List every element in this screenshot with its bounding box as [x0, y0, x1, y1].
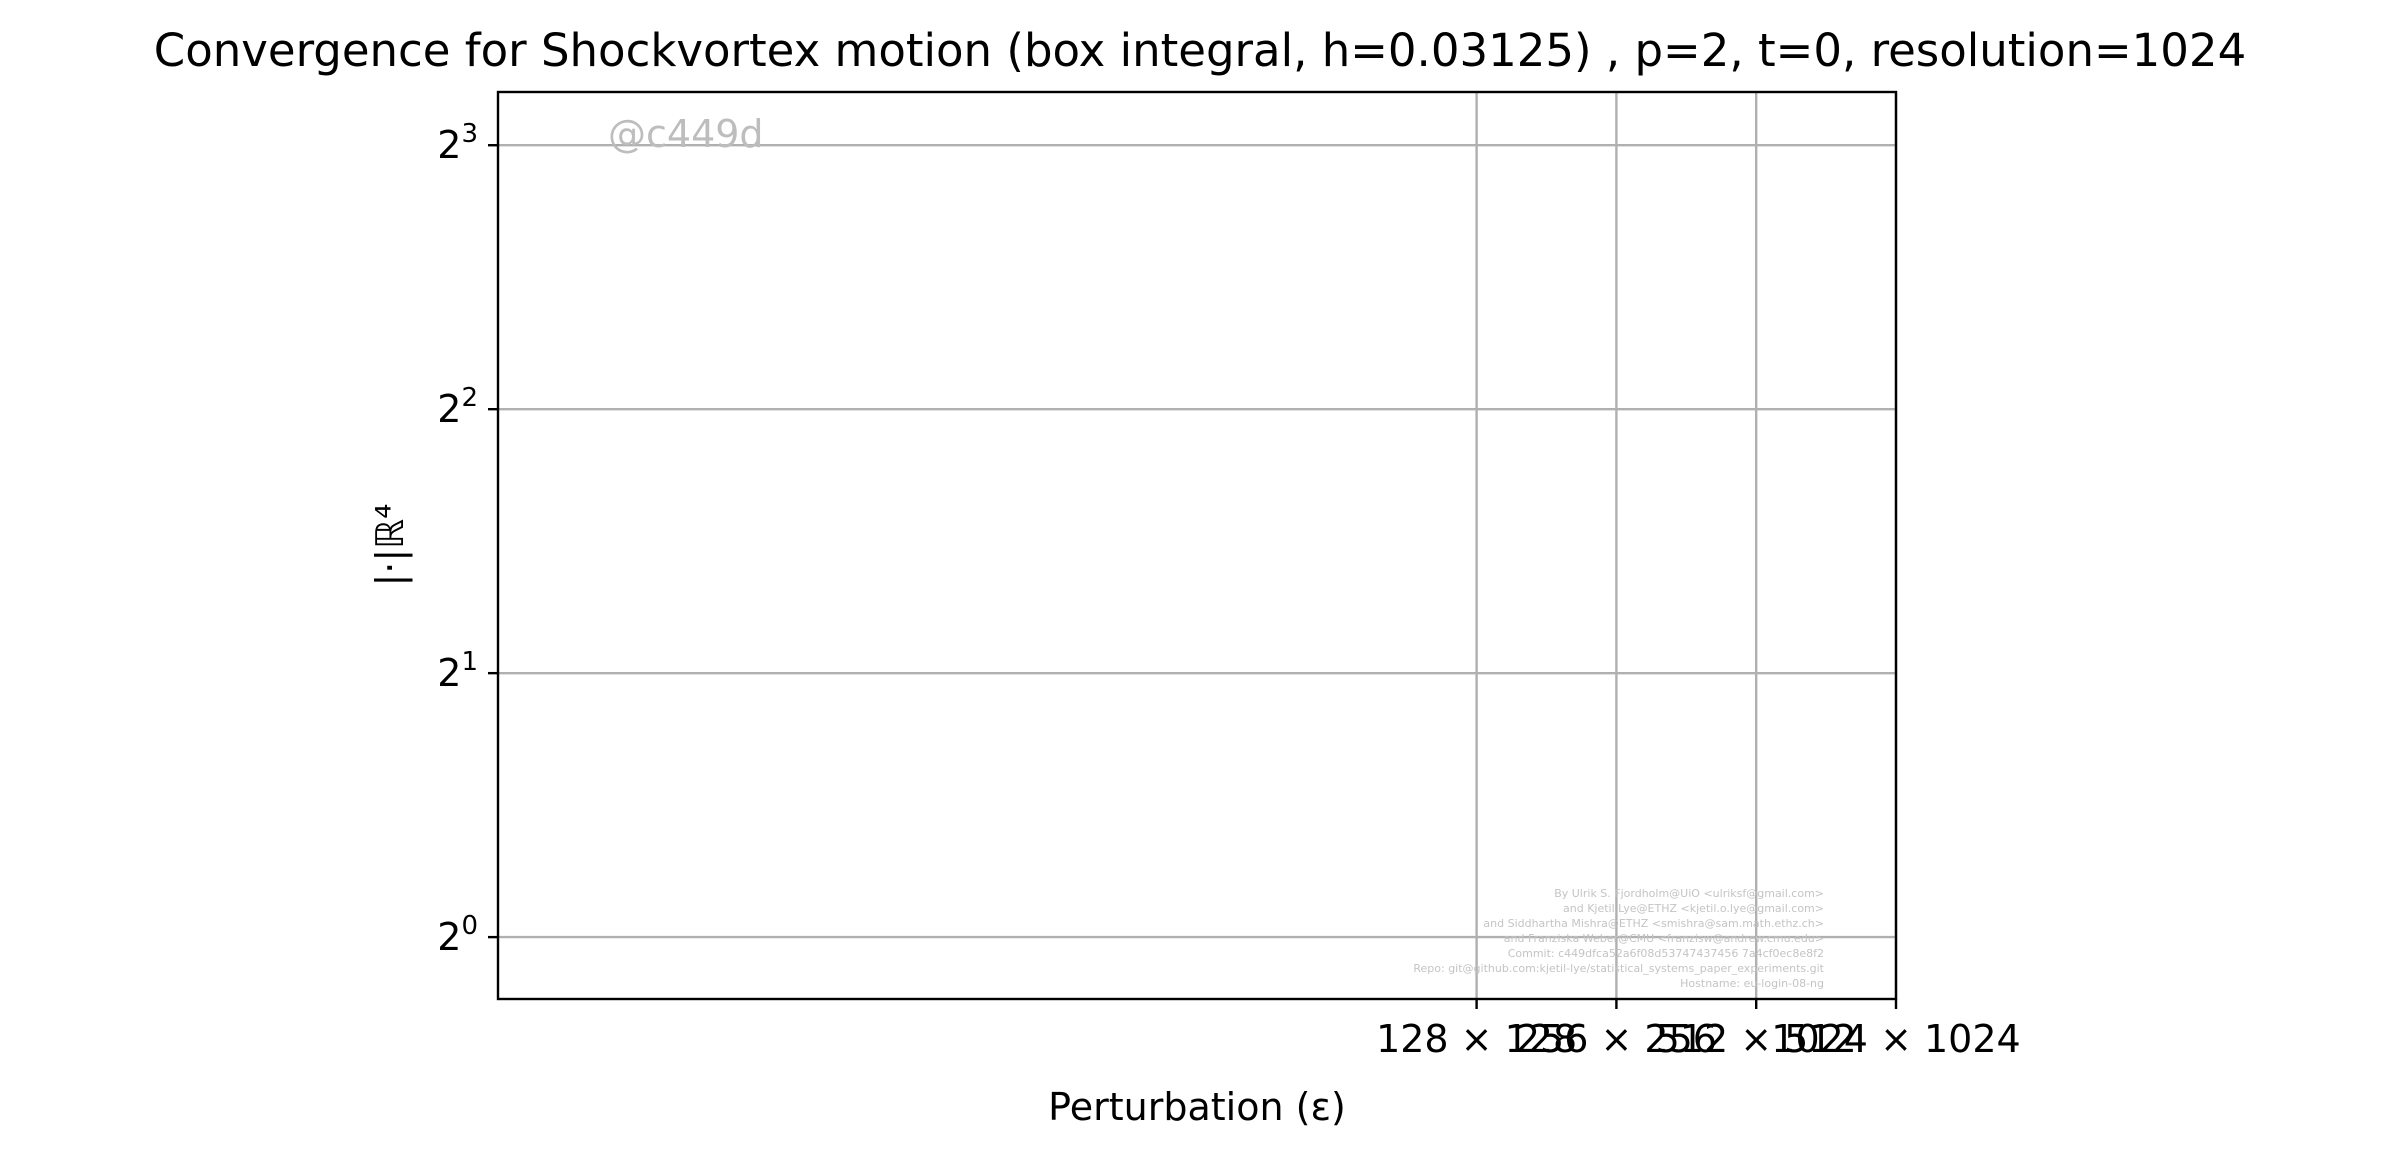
credit-line: By Ulrik S. Fjordholm@UiO <ulriksf@gmail… — [1554, 887, 1824, 900]
credit-line: and Siddhartha Mishra@ETHZ <smishra@sam.… — [1483, 917, 1824, 930]
y-tick-base: 2 — [437, 123, 461, 167]
y-tick-label: 22 — [437, 383, 478, 431]
credit-line: and Kjetil Lye@ETHZ <kjetil.o.lye@gmail.… — [1563, 902, 1824, 915]
y-tick-exponent: 3 — [461, 119, 478, 149]
x-tick-label: 128 × 128 — [1376, 1017, 1577, 1061]
watermark-label: @c449d — [608, 112, 764, 156]
credit-line: and Franziska Weber@CMU <franzisw@andrew… — [1504, 932, 1824, 945]
y-tick-base: 2 — [437, 915, 461, 959]
y-tick-exponent: 0 — [461, 911, 478, 941]
x-tick-label: 1024 × 1024 — [1771, 1017, 2020, 1061]
y-axis-label: |·|ℝ⁴ — [368, 503, 413, 586]
plot-area-frame — [496, 90, 1898, 1001]
x-tick-label: 512 × 512 — [1656, 1017, 1857, 1061]
y-tick-label: 23 — [437, 119, 478, 167]
x-tick-label: 256 × 256 — [1516, 1017, 1717, 1061]
credit-line: Repo: git@github.com:kjetil-lye/statisti… — [1413, 962, 1824, 975]
x-axis-label: Perturbation (ε) — [1048, 1085, 1346, 1129]
y-axis-label-group: |·|ℝ⁴ — [368, 503, 413, 586]
y-tick-exponent: 1 — [461, 647, 478, 677]
y-tick-base: 2 — [437, 651, 461, 695]
credit-line: Hostname: eu-login-08-ng — [1680, 977, 1824, 990]
credits-block: By Ulrik S. Fjordholm@UiO <ulriksf@gmail… — [1413, 887, 1824, 990]
y-tick-label: 21 — [437, 647, 478, 695]
y-tick-base: 2 — [437, 387, 461, 431]
y-tick-label: 20 — [437, 911, 478, 959]
y-tick-exponent: 2 — [461, 383, 478, 413]
credit-line: Commit: c449dfca52a6f08d53747437456 7a4c… — [1508, 947, 1824, 960]
chart-title: Convergence for Shockvortex motion (box … — [154, 24, 2246, 77]
